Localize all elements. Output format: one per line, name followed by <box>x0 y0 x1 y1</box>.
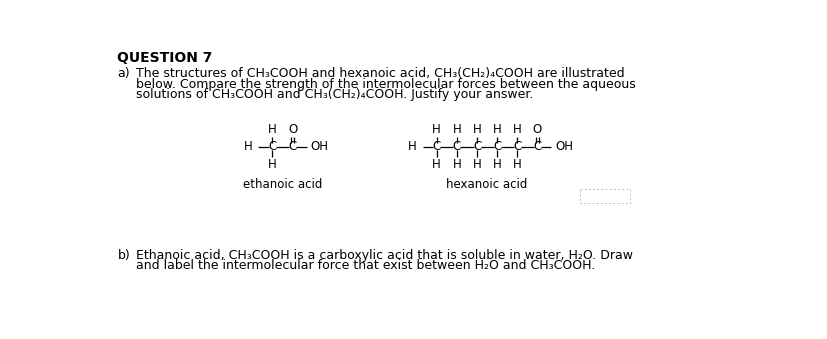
Text: b): b) <box>117 248 130 262</box>
Text: C: C <box>533 140 541 154</box>
Text: H: H <box>472 158 480 171</box>
Text: H: H <box>492 158 501 171</box>
Text: O: O <box>288 123 297 136</box>
Text: H: H <box>472 123 480 136</box>
Text: H: H <box>452 158 461 171</box>
Text: C: C <box>288 140 296 154</box>
Text: Ethanoic acid, CH₃COOH is a carboxylic acid that is soluble in water, H₂O. Draw: Ethanoic acid, CH₃COOH is a carboxylic a… <box>136 248 633 262</box>
Text: ethanoic acid: ethanoic acid <box>242 178 322 191</box>
Text: H: H <box>452 123 461 136</box>
Text: C: C <box>452 140 461 154</box>
Text: a): a) <box>117 67 130 80</box>
Text: OH: OH <box>555 140 573 154</box>
Text: H: H <box>244 140 252 154</box>
Text: C: C <box>472 140 480 154</box>
Text: O: O <box>533 123 542 136</box>
Text: H: H <box>432 123 441 136</box>
Text: H: H <box>268 158 276 171</box>
Text: OH: OH <box>310 140 328 154</box>
Text: C: C <box>432 140 440 154</box>
Text: hexanoic acid: hexanoic acid <box>446 178 527 191</box>
Text: below. Compare the strength of the intermolecular forces between the aqueous: below. Compare the strength of the inter… <box>136 78 635 91</box>
Bar <box>580 189 629 203</box>
Text: C: C <box>268 140 276 154</box>
Text: H: H <box>513 123 521 136</box>
Text: solutions of CH₃COOH and CH₃(CH₂)₄COOH. Justify your answer.: solutions of CH₃COOH and CH₃(CH₂)₄COOH. … <box>136 88 533 101</box>
Text: H: H <box>492 123 501 136</box>
Text: and label the intermolecular force that exist between H₂O and CH₃COOH.: and label the intermolecular force that … <box>136 259 595 272</box>
Text: The structures of CH₃COOH and hexanoic acid, CH₃(CH₂)₄COOH are illustrated: The structures of CH₃COOH and hexanoic a… <box>136 67 624 80</box>
Text: C: C <box>513 140 521 154</box>
Text: C: C <box>493 140 500 154</box>
Text: H: H <box>513 158 521 171</box>
Text: H: H <box>268 123 276 136</box>
Text: QUESTION 7: QUESTION 7 <box>117 52 213 65</box>
Text: H: H <box>408 140 417 154</box>
Text: H: H <box>432 158 441 171</box>
